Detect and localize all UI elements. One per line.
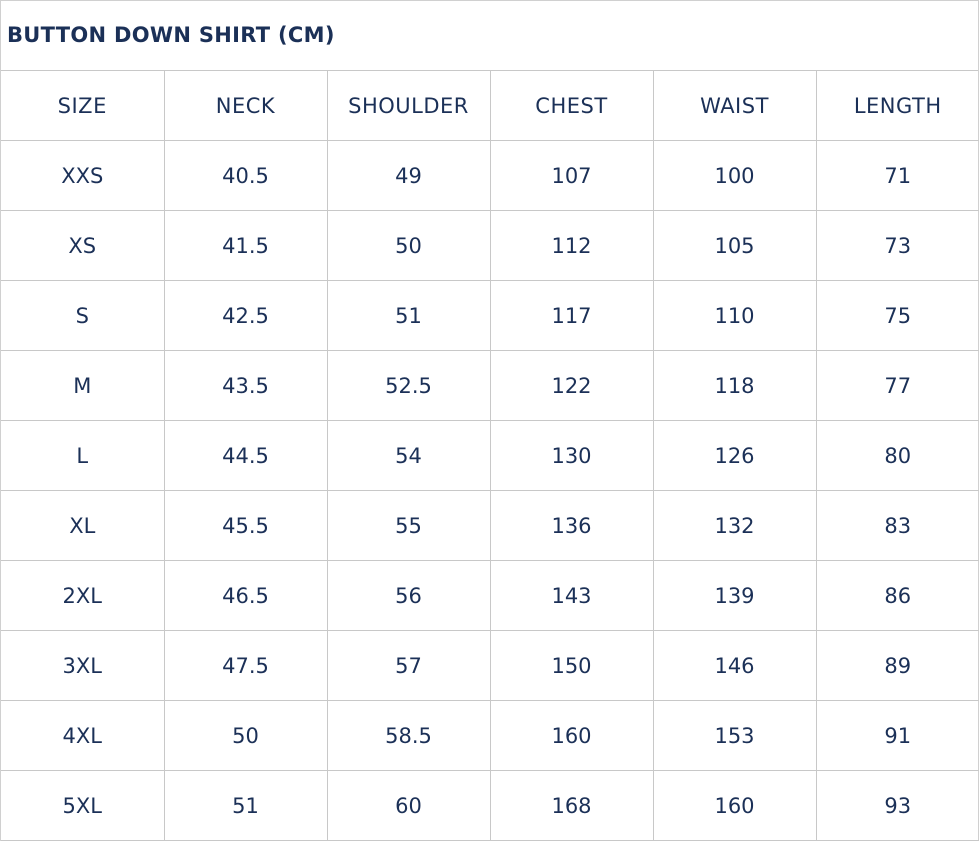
- cell-neck: 40.5: [163, 140, 328, 211]
- cell-length: 89: [815, 630, 979, 701]
- cell-shoulder: 49: [326, 140, 491, 211]
- cell-neck: 51: [163, 770, 328, 841]
- cell-size: 5XL: [1, 770, 165, 841]
- table-row: M 43.5 52.5 122 118 77: [1, 350, 979, 421]
- table-row: L 44.5 54 130 126 80: [1, 420, 979, 491]
- table-row: 3XL 47.5 57 150 146 89: [1, 630, 979, 701]
- cell-size: M: [1, 350, 165, 421]
- cell-waist: 146: [652, 630, 817, 701]
- cell-shoulder: 51: [326, 280, 491, 351]
- cell-size: L: [1, 420, 165, 491]
- cell-waist: 126: [652, 420, 817, 491]
- cell-length: 83: [815, 490, 979, 561]
- cell-neck: 43.5: [163, 350, 328, 421]
- column-header-chest: CHEST: [489, 71, 654, 141]
- cell-size: XL: [1, 490, 165, 561]
- table-row: XL 45.5 55 136 132 83: [1, 490, 979, 561]
- cell-neck: 50: [163, 700, 328, 771]
- cell-length: 77: [815, 350, 979, 421]
- cell-length: 73: [815, 210, 979, 281]
- cell-shoulder: 60: [326, 770, 491, 841]
- table-row: 2XL 46.5 56 143 139 86: [1, 560, 979, 631]
- cell-size: 3XL: [1, 630, 165, 701]
- size-table: SIZE NECK SHOULDER CHEST WAIST LENGTH XXS 40.5…: [1, 71, 979, 841]
- cell-waist: 105: [652, 210, 817, 281]
- cell-neck: 47.5: [163, 630, 328, 701]
- cell-length: 75: [815, 280, 979, 351]
- cell-size: XS: [1, 210, 165, 281]
- cell-neck: 45.5: [163, 490, 328, 561]
- cell-waist: 132: [652, 490, 817, 561]
- cell-neck: 44.5: [163, 420, 328, 491]
- cell-length: 80: [815, 420, 979, 491]
- table-row: 4XL 50 58.5 160 153 91: [1, 700, 979, 771]
- cell-chest: 112: [489, 210, 654, 281]
- cell-length: 93: [815, 770, 979, 841]
- cell-size: 2XL: [1, 560, 165, 631]
- cell-waist: 153: [652, 700, 817, 771]
- cell-chest: 160: [489, 700, 654, 771]
- cell-chest: 117: [489, 280, 654, 351]
- column-header-waist: WAIST: [652, 71, 817, 141]
- cell-chest: 107: [489, 140, 654, 211]
- cell-shoulder: 50: [326, 210, 491, 281]
- column-header-length: LENGTH: [815, 71, 979, 141]
- cell-waist: 160: [652, 770, 817, 841]
- cell-waist: 100: [652, 140, 817, 211]
- column-header-shoulder: SHOULDER: [326, 71, 491, 141]
- cell-chest: 143: [489, 560, 654, 631]
- cell-size: S: [1, 280, 165, 351]
- cell-shoulder: 55: [326, 490, 491, 561]
- cell-chest: 136: [489, 490, 654, 561]
- cell-waist: 118: [652, 350, 817, 421]
- cell-size: 4XL: [1, 700, 165, 771]
- cell-chest: 168: [489, 770, 654, 841]
- cell-neck: 46.5: [163, 560, 328, 631]
- cell-shoulder: 58.5: [326, 700, 491, 771]
- column-header-size: SIZE: [1, 71, 165, 141]
- cell-shoulder: 54: [326, 420, 491, 491]
- cell-shoulder: 57: [326, 630, 491, 701]
- table-row: 5XL 51 60 168 160 93: [1, 770, 979, 841]
- cell-size: XXS: [1, 140, 165, 211]
- cell-length: 86: [815, 560, 979, 631]
- cell-length: 71: [815, 140, 979, 211]
- cell-shoulder: 56: [326, 560, 491, 631]
- table-row: XXS 40.5 49 107 100 71: [1, 140, 979, 211]
- table-row: XS 41.5 50 112 105 73: [1, 210, 979, 281]
- header-row: SIZE NECK SHOULDER CHEST WAIST LENGTH: [1, 71, 979, 141]
- cell-chest: 150: [489, 630, 654, 701]
- column-header-neck: NECK: [163, 71, 328, 141]
- cell-waist: 139: [652, 560, 817, 631]
- table-row: S 42.5 51 117 110 75: [1, 280, 979, 351]
- cell-chest: 122: [489, 350, 654, 421]
- cell-shoulder: 52.5: [326, 350, 491, 421]
- chart-title: BUTTON DOWN SHIRT (CM): [1, 1, 978, 71]
- cell-chest: 130: [489, 420, 654, 491]
- cell-waist: 110: [652, 280, 817, 351]
- cell-neck: 41.5: [163, 210, 328, 281]
- cell-length: 91: [815, 700, 979, 771]
- cell-neck: 42.5: [163, 280, 328, 351]
